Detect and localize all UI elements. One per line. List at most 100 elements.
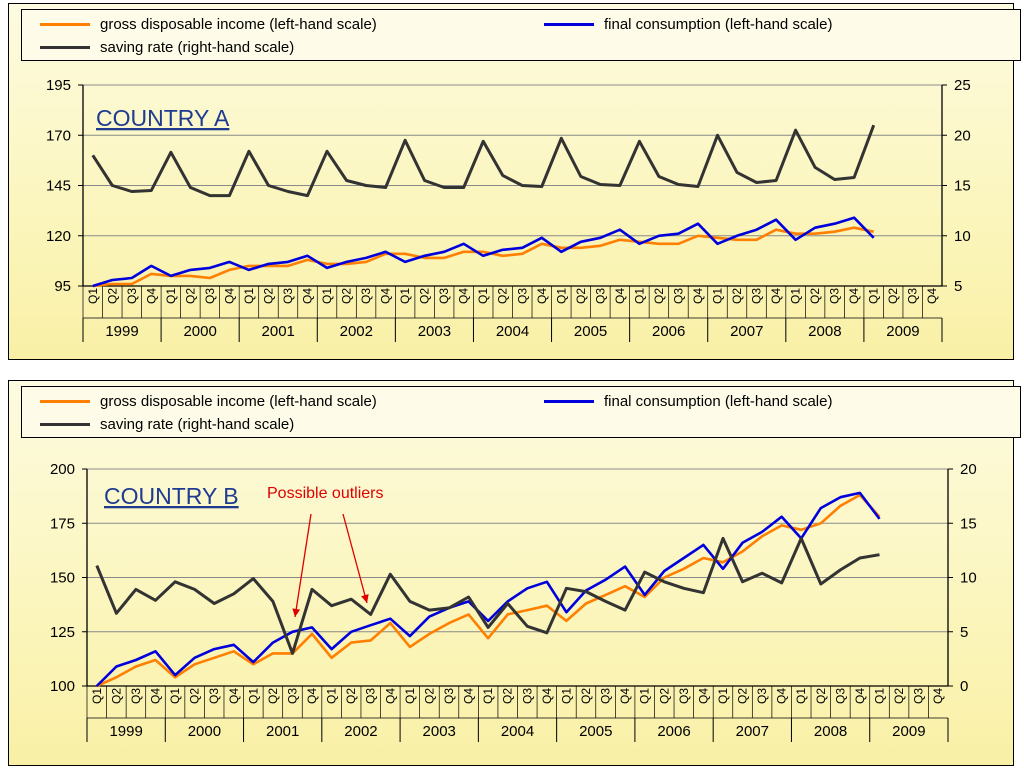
legend-swatch-income — [40, 23, 90, 26]
year-tick-label: 2000 — [183, 323, 216, 340]
right-tick-label: 25 — [954, 77, 971, 94]
quarter-tick-label: Q1 — [325, 688, 339, 704]
series-line-consumption — [95, 491, 881, 687]
quarter-tick-label: Q2 — [266, 688, 280, 704]
quarter-tick-label: Q2 — [574, 288, 588, 304]
quarter-tick-label: Q4 — [305, 688, 319, 704]
left-tick-label: 95 — [54, 278, 71, 295]
year-tick-label: 2000 — [188, 723, 221, 740]
quarter-tick-label: Q4 — [301, 288, 315, 304]
quarter-tick-label: Q4 — [769, 288, 783, 304]
quarter-tick-label: Q3 — [755, 688, 769, 704]
quarter-tick-label: Q1 — [873, 688, 887, 704]
quarter-tick-label: Q2 — [657, 688, 671, 704]
series-line-income — [92, 226, 874, 288]
year-tick-label: 2007 — [736, 723, 769, 740]
left-tick-label: 175 — [50, 515, 75, 532]
legend-entry-consumption: final consumption (left-hand scale) — [544, 393, 832, 410]
legend-label-consumption: final consumption (left-hand scale) — [604, 16, 833, 33]
quarter-tick-label: Q1 — [789, 288, 803, 304]
year-tick-label: 2009 — [886, 323, 919, 340]
quarter-tick-label: Q4 — [148, 688, 162, 704]
quarter-tick-label: Q1 — [554, 288, 568, 304]
year-tick-label: 2004 — [501, 723, 534, 740]
quarter-tick-label: Q3 — [593, 288, 607, 304]
quarter-tick-label: Q2 — [105, 288, 119, 304]
year-tick-label: 2001 — [262, 323, 295, 340]
quarter-tick-label: Q4 — [853, 688, 867, 704]
legend-a: gross disposable income (left-hand scale… — [21, 9, 1021, 61]
quarter-tick-label: Q4 — [691, 288, 705, 304]
series-line-saving — [95, 536, 880, 655]
legend-label-saving: saving rate (right-hand scale) — [100, 416, 295, 433]
quarter-tick-label: Q2 — [736, 688, 750, 704]
quarter-tick-label: Q3 — [285, 688, 299, 704]
quarter-tick-label: Q2 — [579, 688, 593, 704]
left-tick-label: 100 — [50, 678, 75, 695]
quarter-tick-label: Q3 — [750, 288, 764, 304]
quarter-tick-label: Q4 — [383, 688, 397, 704]
right-tick-label: 10 — [960, 570, 977, 587]
quarter-tick-label: Q2 — [808, 288, 822, 304]
quarter-tick-label: Q2 — [886, 288, 900, 304]
quarter-tick-label: Q3 — [599, 688, 613, 704]
year-tick-label: 2005 — [579, 723, 612, 740]
quarter-tick-label: Q1 — [242, 288, 256, 304]
legend-swatch-income — [40, 400, 90, 403]
legend-entry-saving: saving rate (right-hand scale) — [40, 416, 294, 433]
series-line-saving — [91, 124, 876, 198]
quarter-tick-label: Q1 — [638, 688, 652, 704]
quarter-tick-label: Q1 — [476, 288, 490, 304]
quarter-tick-label: Q2 — [422, 688, 436, 704]
year-tick-label: 2001 — [266, 723, 299, 740]
panel-country-a: gross disposable income (left-hand scale… — [8, 3, 1021, 360]
year-tick-label: 1999 — [105, 323, 138, 340]
legend-swatch-saving — [40, 423, 90, 426]
quarter-tick-label: Q2 — [188, 688, 202, 704]
quarter-tick-label: Q1 — [168, 688, 182, 704]
annotation-arrowhead — [292, 608, 301, 617]
quarter-tick-label: Q3 — [207, 688, 221, 704]
quarter-tick-label: Q4 — [775, 688, 789, 704]
quarter-tick-label: Q1 — [559, 688, 573, 704]
quarter-tick-label: Q3 — [281, 288, 295, 304]
quarter-tick-label: Q2 — [496, 288, 510, 304]
quarter-tick-label: Q3 — [364, 688, 378, 704]
quarter-tick-label: Q3 — [442, 688, 456, 704]
quarter-tick-label: Q2 — [340, 288, 354, 304]
left-tick-label: 195 — [46, 77, 71, 94]
quarter-tick-label: Q4 — [227, 688, 241, 704]
quarter-tick-label: Q4 — [457, 288, 471, 304]
quarter-tick-label: Q1 — [710, 288, 724, 304]
year-tick-label: 2005 — [574, 323, 607, 340]
legend-label-saving: saving rate (right-hand scale) — [100, 39, 295, 56]
quarter-tick-label: Q1 — [403, 688, 417, 704]
legend-swatch-consumption — [544, 400, 594, 403]
left-tick-label: 145 — [46, 178, 71, 195]
year-tick-label: 2006 — [652, 323, 685, 340]
quarter-tick-label: Q4 — [462, 688, 476, 704]
series-line-consumption — [92, 216, 875, 288]
left-tick-label: 150 — [50, 570, 75, 587]
legend-b: gross disposable income (left-hand scale… — [21, 386, 1021, 438]
right-tick-label: 5 — [960, 624, 968, 641]
right-tick-label: 15 — [960, 515, 977, 532]
quarter-tick-label: Q4 — [618, 688, 632, 704]
quarter-tick-label: Q3 — [515, 288, 529, 304]
quarter-tick-label: Q3 — [129, 688, 143, 704]
quarter-tick-label: Q3 — [677, 688, 691, 704]
year-tick-label: 2007 — [730, 323, 763, 340]
quarter-tick-label: Q3 — [833, 688, 847, 704]
legend-swatch-saving — [40, 46, 90, 49]
quarter-tick-label: Q4 — [925, 288, 939, 304]
annotation-arrowhead — [361, 594, 369, 603]
quarter-tick-label: Q1 — [320, 288, 334, 304]
right-tick-label: 15 — [954, 178, 971, 195]
quarter-tick-label: Q3 — [912, 688, 926, 704]
legend-swatch-consumption — [544, 23, 594, 26]
right-tick-label: 0 — [960, 678, 968, 695]
quarter-tick-label: Q3 — [906, 288, 920, 304]
left-tick-label: 120 — [46, 228, 71, 245]
quarter-tick-label: Q1 — [481, 688, 495, 704]
